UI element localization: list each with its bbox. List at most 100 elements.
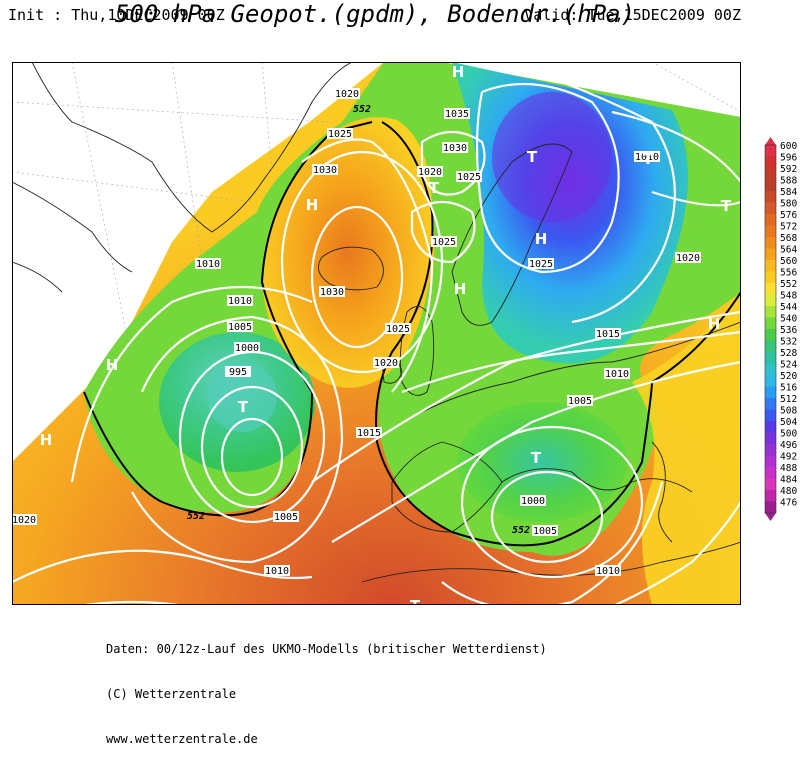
credits-data-source: Daten: 00/12z-Lauf des UKMO-Modells (bri…	[106, 642, 547, 656]
isobar-label: 1010	[605, 369, 629, 380]
contour-552-label: 552	[512, 525, 530, 536]
legend-swatch	[765, 386, 776, 399]
low-pressure-center: T	[238, 398, 249, 416]
isobar-label-bg	[442, 142, 468, 153]
legend-swatch	[765, 306, 776, 318]
isobar-label: 1020	[418, 167, 442, 178]
legend-label: 516	[780, 383, 797, 394]
legend-frame	[764, 144, 777, 514]
isobar-label-bg	[373, 357, 399, 368]
legend-swatch	[765, 432, 776, 445]
isobar-label: 1010	[596, 566, 620, 577]
high-pressure-center: H	[106, 356, 119, 374]
legend-swatch	[765, 202, 776, 215]
legend-swatch	[765, 179, 776, 192]
chart-title: 500 hPa Geopot.(gpdm), Bodendr.(hPa)	[114, 0, 636, 28]
high-pressure-center: H	[535, 230, 548, 248]
legend-label: 532	[780, 337, 797, 348]
legend-swatch	[765, 260, 776, 272]
legend-swatch	[765, 398, 776, 410]
isobar-label-bg	[567, 395, 593, 406]
isobar-label: 1005	[533, 526, 557, 537]
isobar-label-bg	[12, 514, 37, 525]
isobar-label: 995	[229, 367, 247, 378]
isobar-label-bg	[334, 88, 360, 99]
legend-label: 492	[780, 452, 797, 463]
legend-swatch	[765, 421, 776, 433]
legend-label: 568	[780, 233, 797, 244]
legend-label: 588	[780, 176, 797, 187]
isobar-label: 1005	[228, 322, 252, 333]
isobar-label-bg	[227, 295, 253, 306]
legend-label: 560	[780, 256, 797, 267]
isobar-label-bg	[327, 128, 353, 139]
weather-map: 1020 1025 1030 1030 1020 1025 1030 1035 1025 1025…	[12, 62, 741, 605]
high-pressure-center: H	[452, 63, 465, 81]
legend-label: 528	[780, 348, 797, 359]
low-pressure-center: T	[429, 179, 440, 197]
color-legend: 6005965925885845805765725685645605565525…	[764, 137, 797, 521]
legend-swatch	[765, 375, 776, 387]
isobar-label: 1005	[568, 396, 592, 407]
isobar-label: 1020	[374, 358, 398, 369]
legend-label: 572	[780, 222, 797, 233]
legend-top-arrow	[765, 137, 776, 145]
legend-swatch	[765, 225, 776, 238]
isobar-label: 1015	[357, 428, 381, 439]
legend-label: 536	[780, 325, 797, 336]
legend-swatch	[765, 467, 776, 479]
legend-swatch	[765, 444, 776, 456]
legend-label: 500	[780, 429, 797, 440]
isobar-label: 1030	[443, 143, 467, 154]
legend-label: 512	[780, 394, 797, 405]
legend-swatch	[765, 248, 776, 261]
legend-swatch	[765, 340, 776, 353]
legend-label: 548	[780, 291, 797, 302]
isobar-label-bg	[234, 342, 260, 353]
legend-swatch	[765, 271, 776, 284]
legend-swatch	[765, 409, 776, 422]
isobar-label: 1020	[335, 89, 359, 100]
isobar-label: 1010	[265, 566, 289, 577]
legend-label: 504	[780, 417, 797, 428]
legend-swatch	[765, 501, 776, 514]
isobar-label-bg	[356, 427, 382, 438]
legend-swatch	[765, 214, 776, 226]
high-pressure-center: H	[306, 196, 319, 214]
legend-label: 540	[780, 314, 797, 325]
isobar-label-bg	[604, 368, 630, 379]
credits: Daten: 00/12z-Lauf des UKMO-Modells (bri…	[106, 612, 547, 762]
low-pressure-center: T	[643, 150, 654, 168]
legend-swatch	[765, 145, 776, 157]
legend-swatch	[765, 283, 776, 295]
credits-url[interactable]: www.wetterzentrale.de	[106, 732, 258, 746]
isobar-label-bg	[528, 258, 554, 269]
isobar-label-bg	[444, 108, 470, 119]
legend-label: 480	[780, 486, 797, 497]
isobar-label-bg	[264, 565, 290, 576]
isobar-label-bg	[456, 171, 482, 182]
legend-label: 508	[780, 406, 797, 417]
isobar-label-bg	[595, 328, 621, 339]
low-pressure-center: T	[527, 148, 538, 166]
legend-label: 484	[780, 475, 797, 486]
isobar-label-bg	[195, 258, 221, 269]
isobar-label-bg	[225, 366, 251, 377]
legend-label: 476	[780, 498, 797, 509]
valid-time: Valid: Tue,15DEC2009 00Z	[524, 6, 741, 24]
init-time: Init : Thu,10DEC2009 00Z	[8, 6, 225, 24]
low-pressure-center: T	[531, 449, 542, 467]
legend-swatch	[765, 156, 776, 169]
legend-label: 496	[780, 440, 797, 451]
legend-swatch	[765, 478, 776, 491]
legend-label: 564	[780, 245, 797, 256]
isobar-label: 1030	[313, 165, 337, 176]
legend-swatch	[765, 168, 776, 180]
isobar-label-bg	[417, 166, 443, 177]
isobar-label: 1000	[521, 496, 545, 507]
legend-label: 576	[780, 210, 797, 221]
isobar-label-bg	[634, 151, 660, 162]
isobar-label: 1020	[676, 253, 700, 264]
isobar-label: 1025	[328, 129, 352, 140]
isobar-label-bg	[319, 286, 345, 297]
